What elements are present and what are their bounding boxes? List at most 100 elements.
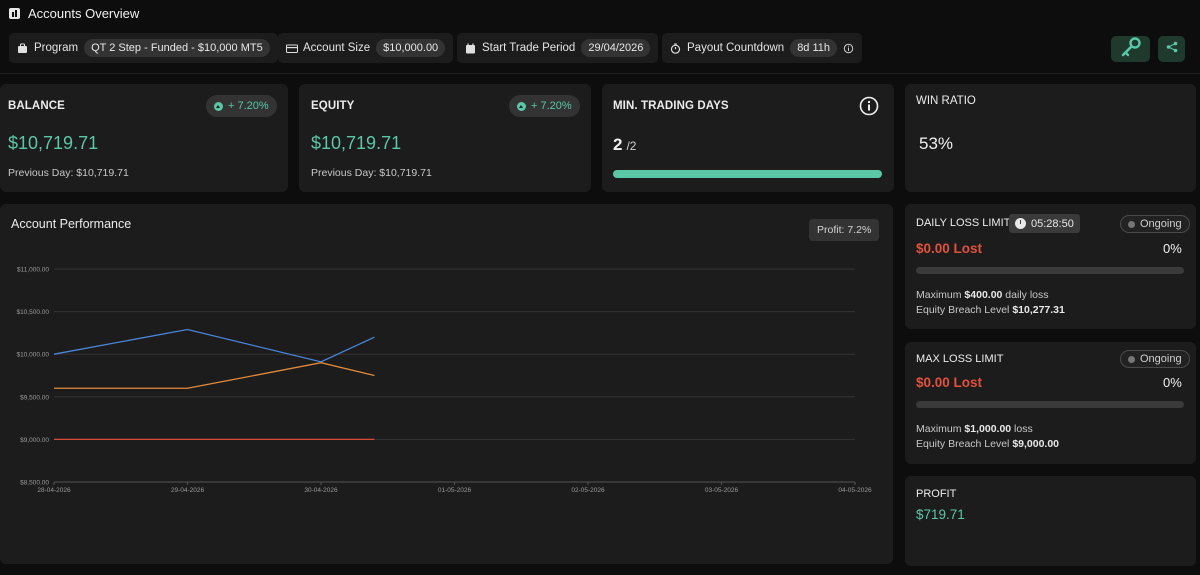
y-tick-label: $10,500.00 [16,309,49,316]
profit-card: PROFIT $719.71 [905,476,1196,566]
y-tick-label: $11,000.00 [17,267,49,274]
balance-label: BALANCE [8,100,65,112]
account-size-pill[interactable]: Account Size $10,000.00 [278,33,454,63]
max-loss-max-suffix: loss [1011,423,1033,435]
x-tick-label: 01-05-2026 [438,487,472,494]
daily-loss-status: Ongoing [1120,215,1190,233]
card-icon [286,43,298,54]
info-icon[interactable] [843,43,854,54]
equity-card: EQUITY + 7.20% $10,719.71 Previous Day: … [299,84,591,192]
page-header: Accounts Overview [9,5,139,21]
profit-tag: Profit: 7.2% [809,219,880,241]
max-loss-status-text: Ongoing [1140,353,1182,365]
info-icon[interactable] [859,96,879,121]
stopwatch-icon [670,43,681,54]
equity-change: + 7.20% [531,100,572,112]
daily-loss-max-value: $400.00 [964,289,1003,301]
balance-value: $10,719.71 [8,133,99,153]
daily-loss-max-suffix: daily loss [1002,289,1049,301]
daily-loss-breach: Equity Breach Level $10,277.31 [916,304,1065,316]
x-tick-label: 29-04-2026 [171,487,205,494]
y-tick-label: $9,500.00 [20,394,49,401]
daily-loss-breach-value: $10,277.31 [1012,304,1065,316]
min-days-count: 2 [613,135,623,154]
clock-icon [1015,218,1026,229]
program-pill[interactable]: Program QT 2 Step - Funded - $10,000 MT5 [9,33,278,63]
status-dot-icon [1128,355,1135,363]
x-tick-label: 30-04-2026 [304,487,338,494]
chart-icon [9,7,20,19]
min-days-total: /2 [626,139,637,153]
y-tick-label: $9,000.00 [20,437,49,444]
daily-loss-progress [916,267,1184,274]
balance-change-badge: + 7.20% [206,95,277,117]
status-dot-icon [1128,220,1135,228]
equity-change-badge: + 7.20% [509,95,580,117]
balance-change: + 7.20% [228,100,269,112]
share-button[interactable] [1158,36,1185,62]
start-trade-value: 29/04/2026 [581,39,651,57]
briefcase-icon [17,43,28,54]
start-trade-pill[interactable]: Start Trade Period 29/04/2026 [457,33,659,63]
daily-loss-timer: 05:28:50 [1009,214,1080,233]
series-line-2 [54,362,375,389]
daily-loss-card: DAILY LOSS LIMIT 05:28:50 Ongoing $0.00 … [905,204,1196,329]
min-trading-days-card: MIN. TRADING DAYS 2 /2 [602,84,894,192]
equity-label: EQUITY [311,100,355,112]
chart-title: Account Performance [11,217,132,231]
page-title: Accounts Overview [28,5,140,21]
x-tick-label: 04-05-2026 [838,487,872,494]
max-loss-max-value: $1,000.00 [964,423,1012,435]
arrow-up-icon [517,101,526,111]
daily-loss-lost: $0.00 Lost [916,241,983,256]
arrow-up-icon [214,101,223,111]
x-tick-label: 28-04-2026 [37,487,71,494]
max-loss-percent: 0% [1163,375,1182,390]
start-trade-label: Start Trade Period [482,42,576,54]
account-performance-card: Account Performance Profit: 7.2% $11,000… [0,204,893,564]
daily-loss-label: DAILY LOSS LIMIT [916,217,1011,229]
daily-loss-timer-value: 05:28:50 [1031,217,1074,230]
max-loss-breach-value: $9,000.00 [1012,438,1060,450]
balance-previous: Previous Day: $10,719.71 [8,167,129,179]
credentials-button[interactable] [1111,36,1150,62]
daily-loss-percent: 0% [1163,241,1182,256]
account-size-value: $10,000.00 [376,39,446,57]
x-tick-label: 02-05-2026 [571,487,605,494]
max-loss-max-prefix: Maximum [916,423,965,435]
min-days-progress-fill [613,170,882,178]
profit-label: PROFIT [916,488,957,500]
max-loss-label: MAX LOSS LIMIT [916,353,1004,365]
y-tick-label: $8,500.00 [20,480,49,487]
program-label: Program [34,42,79,54]
win-ratio-label: WIN RATIO [916,95,976,107]
account-size-label: Account Size [303,42,371,54]
performance-chart: $11,000.00 $10,500.00 $10,000.00 $9,500.00 $… [16,267,872,495]
calendar-icon [465,43,476,54]
header-divider [0,73,1200,74]
win-ratio-card: WIN RATIO 53% [905,84,1196,192]
daily-loss-maximum: Maximum $400.00 daily loss [916,289,1049,301]
max-loss-breach: Equity Breach Level $9,000.00 [916,438,1059,450]
equity-previous: Previous Day: $10,719.71 [311,167,432,179]
share-icon [1166,40,1178,58]
payout-pill[interactable]: Payout Countdown 8d 11h [662,33,863,63]
daily-loss-max-prefix: Maximum [916,289,965,301]
max-loss-card: MAX LOSS LIMIT Ongoing $0.00 Lost 0% Max… [905,342,1196,464]
program-value: QT 2 Step - Funded - $10,000 MT5 [84,39,270,57]
daily-loss-status-text: Ongoing [1140,218,1182,230]
x-tick-label: 03-05-2026 [705,487,739,494]
max-loss-status: Ongoing [1120,350,1190,368]
daily-loss-breach-prefix: Equity Breach Level [916,304,1013,316]
equity-value: $10,719.71 [311,133,402,153]
min-days-count-row: 2 /2 [613,135,636,155]
series-line-1 [53,328,375,363]
max-loss-lost: $0.00 Lost [916,375,983,390]
balance-card: BALANCE + 7.20% $10,719.71 Previous Day:… [0,84,288,192]
payout-label: Payout Countdown [687,42,785,54]
max-loss-progress [916,401,1184,408]
payout-value: 8d 11h [790,39,838,57]
y-tick-label: $10,000.00 [16,352,49,359]
profit-value: $719.71 [916,507,965,522]
max-loss-breach-prefix: Equity Breach Level [916,438,1013,450]
